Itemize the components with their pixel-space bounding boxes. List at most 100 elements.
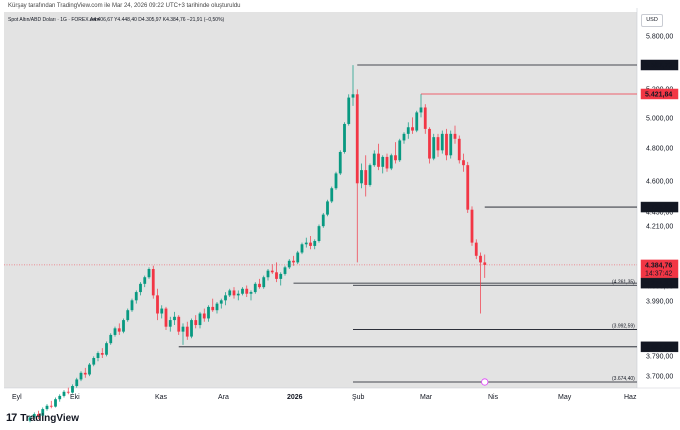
candle-body <box>262 277 266 288</box>
candle-body <box>245 288 249 294</box>
candle-body <box>457 138 461 161</box>
candle-body <box>372 153 376 166</box>
candle-body <box>381 156 385 167</box>
candle-body <box>88 364 91 375</box>
y-tick-label: 3.990,00 <box>646 299 673 306</box>
candle-body <box>428 128 431 159</box>
currency-button[interactable]: USD <box>641 14 663 27</box>
candle-body <box>41 409 45 416</box>
candle-body <box>232 290 236 296</box>
x-tick-label: Mar <box>420 394 433 401</box>
candle-body <box>406 127 410 134</box>
plot-background <box>4 12 637 388</box>
candle-body <box>160 308 164 314</box>
candle-body <box>394 155 397 161</box>
tradingview-logo-name: TradingView <box>20 412 79 424</box>
chart-attribution: Kürşay tarafından TradingView.com ile Ma… <box>8 3 241 9</box>
candle-body <box>117 328 121 332</box>
candle-body <box>334 173 338 189</box>
candle-body <box>287 260 291 268</box>
chart-title: Spot Altın/ABD Doları · 1G · FOREX.com <box>8 17 99 23</box>
candle-body <box>211 306 215 311</box>
candle-body <box>156 295 159 314</box>
candle-body <box>411 127 414 131</box>
candle-body <box>164 308 168 327</box>
price-badge <box>640 277 679 289</box>
x-tick-label: Şub <box>352 394 365 401</box>
price-badge <box>640 88 679 100</box>
y-tick-label: 4.600,00 <box>646 179 673 186</box>
candle-body <box>194 320 198 326</box>
candle-body <box>453 133 457 139</box>
candle-body <box>321 214 325 227</box>
candle-body <box>143 277 147 284</box>
candle-body <box>258 283 261 288</box>
candle-body <box>470 209 474 243</box>
tradingview-logo[interactable]: 17 TradingView <box>6 412 79 424</box>
candle-body <box>449 133 453 156</box>
candle-body <box>292 260 295 263</box>
candle-body <box>445 133 448 156</box>
candle-body <box>32 414 36 418</box>
candle-body <box>122 320 125 332</box>
candle-body <box>130 300 134 311</box>
y-tick-label: 3.790,00 <box>646 354 673 361</box>
candle-body <box>462 160 465 166</box>
ohlc-readout: A4.406,67 Y4.448,40 D4.305,97 K4.384,76 … <box>90 17 225 23</box>
x-tick-label: 2026 <box>287 394 303 401</box>
candle-body <box>185 326 189 337</box>
candle-body <box>474 242 478 256</box>
price-badge <box>640 201 679 213</box>
candle-body <box>96 353 100 359</box>
candle-body <box>377 153 380 167</box>
candle-body <box>66 391 70 393</box>
candle-body <box>49 405 53 407</box>
candle-body <box>62 391 66 396</box>
level-label: (4.261,35) <box>612 279 635 285</box>
candle-body <box>326 201 329 215</box>
x-tick-label: Eki <box>70 394 80 401</box>
price-badge <box>640 59 679 71</box>
price-badge-label: 4.384,76 <box>645 262 672 269</box>
level-label: (3.992,59) <box>612 324 635 330</box>
y-tick-label: 5.800,00 <box>646 34 673 41</box>
price-badge-label: 3.887,83 <box>645 344 672 351</box>
candle-body <box>338 151 342 174</box>
candle-body <box>415 112 419 131</box>
candle-body <box>309 242 312 246</box>
candle-body <box>296 252 300 263</box>
candle-body <box>79 372 83 380</box>
candle-body <box>283 267 287 274</box>
candle-body <box>45 405 49 410</box>
candle-body <box>71 386 74 393</box>
candle-body <box>198 313 202 326</box>
x-tick-label: Haz <box>624 394 637 401</box>
candle-body <box>100 353 104 355</box>
candle-body <box>483 262 487 265</box>
x-tick-label: Eyl <box>12 394 22 401</box>
candle-body <box>105 343 108 355</box>
price-countdown: 14:37:42 <box>645 270 672 277</box>
candle-body <box>317 226 321 241</box>
price-badge-label: 4.735,85 <box>645 205 672 212</box>
candle-body <box>173 316 176 321</box>
candle-body <box>270 270 274 273</box>
candle-body <box>275 272 278 279</box>
candle-body <box>343 123 346 152</box>
candle-body <box>126 310 130 321</box>
candle-body <box>215 303 219 311</box>
candle-body <box>168 320 172 327</box>
price-badge-label: 5.597,73 <box>645 63 672 70</box>
candle-body <box>181 326 185 332</box>
candle-body <box>351 94 355 98</box>
y-tick-label: 3.700,00 <box>646 374 673 381</box>
candle-body <box>440 133 444 151</box>
x-tick-label: Nis <box>488 394 499 401</box>
candle-body <box>402 133 406 141</box>
event-marker-icon <box>481 378 489 386</box>
candle-body <box>249 292 253 294</box>
candle-body <box>355 94 359 184</box>
candle-body <box>479 255 482 263</box>
candle-body <box>151 269 155 296</box>
